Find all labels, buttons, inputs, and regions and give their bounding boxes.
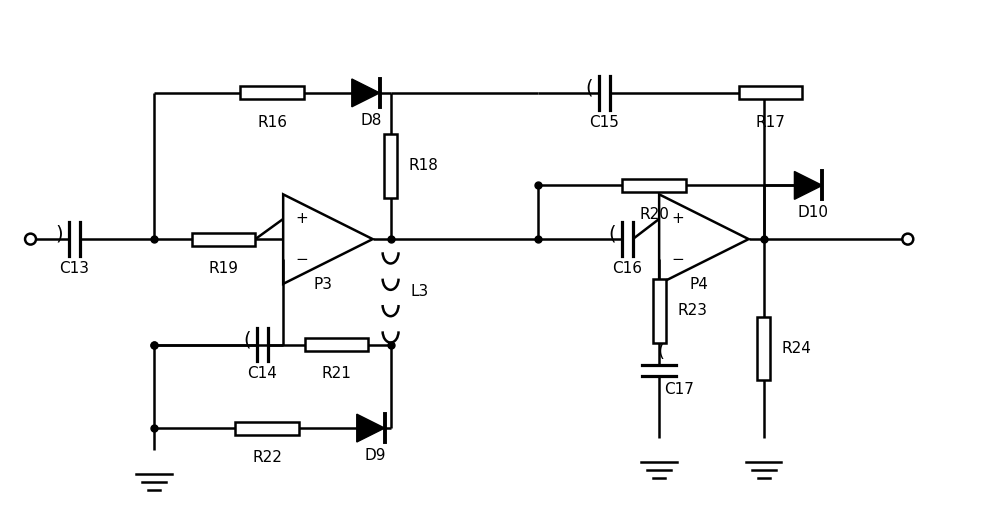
Text: D9: D9 <box>365 448 386 463</box>
Text: −: − <box>295 252 308 267</box>
Text: C15: C15 <box>589 115 619 130</box>
Text: P3: P3 <box>314 277 333 292</box>
Text: C17: C17 <box>664 382 694 397</box>
Bar <box>653 279 666 343</box>
Text: R22: R22 <box>252 450 282 465</box>
Bar <box>622 179 686 192</box>
Text: C14: C14 <box>247 367 277 382</box>
Text: R17: R17 <box>756 115 785 130</box>
Text: +: + <box>671 211 684 226</box>
Text: R16: R16 <box>257 115 287 130</box>
Bar <box>235 422 299 435</box>
Text: D8: D8 <box>360 113 381 128</box>
Bar <box>739 86 802 99</box>
Text: (: ( <box>658 343 665 361</box>
Text: C16: C16 <box>612 261 642 276</box>
Text: +: + <box>295 211 308 226</box>
Text: P4: P4 <box>690 277 709 292</box>
Text: L3: L3 <box>410 284 429 299</box>
Text: R19: R19 <box>208 261 238 276</box>
Polygon shape <box>357 414 385 442</box>
Bar <box>240 86 304 99</box>
Bar <box>384 134 397 198</box>
Text: R20: R20 <box>639 207 669 222</box>
Text: (: ( <box>608 224 616 244</box>
Bar <box>305 338 368 351</box>
Text: (: ( <box>585 79 593 97</box>
Polygon shape <box>794 172 822 200</box>
Text: C13: C13 <box>59 261 89 276</box>
Text: R21: R21 <box>321 367 351 382</box>
Text: D10: D10 <box>798 205 829 220</box>
Bar <box>192 233 255 246</box>
Text: ): ) <box>55 224 63 244</box>
Bar <box>757 317 770 381</box>
Polygon shape <box>352 79 380 107</box>
Text: (: ( <box>243 330 251 349</box>
Text: R23: R23 <box>677 303 707 318</box>
Text: R24: R24 <box>781 341 811 356</box>
Text: −: − <box>671 252 684 267</box>
Text: R18: R18 <box>408 159 438 174</box>
